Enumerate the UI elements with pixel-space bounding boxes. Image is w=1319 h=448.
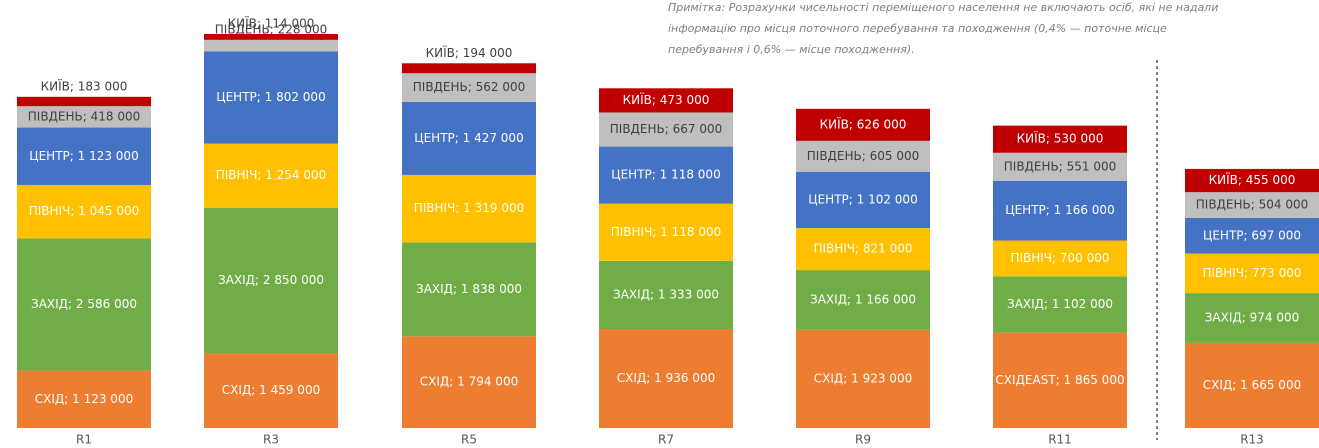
data-label: СХІДEAST; 1 865 000 [995, 373, 1124, 387]
data-label: ПІВНІЧ; 1 118 000 [611, 225, 722, 239]
bar-segment [402, 73, 536, 102]
bar-segment [796, 228, 930, 271]
bar-segment [599, 146, 733, 204]
bar-segment [17, 96, 151, 107]
data-label: ПІВНІЧ; 821 000 [813, 242, 912, 256]
bar-segment [1185, 192, 1319, 218]
x-tick-label: R5 [461, 433, 477, 447]
x-tick-label: R11 [1048, 433, 1072, 447]
bar-segment [796, 329, 930, 428]
bar-segment [17, 106, 151, 128]
data-label: СХІД; 1 936 000 [617, 371, 715, 385]
data-label: ЦЕНТР; 697 000 [1203, 228, 1301, 242]
bar-segment [599, 88, 733, 113]
x-tick-label: R1 [76, 433, 92, 447]
data-label: ПІВНІЧ; 1 254 000 [216, 168, 327, 182]
data-label: ЦЕНТР; 1 427 000 [414, 131, 523, 145]
data-label: ПІВДЕНЬ; 667 000 [610, 122, 723, 136]
bar-segment [599, 329, 733, 428]
data-label: СХІД; 1 459 000 [222, 383, 320, 397]
bar-segment [796, 108, 930, 141]
data-label: ЗАХІД; 974 000 [1205, 310, 1300, 324]
data-label: ПІВДЕНЬ; 228 000 [215, 22, 328, 36]
data-label: ПІВДЕНЬ; 418 000 [28, 109, 141, 123]
bar-segment [204, 143, 338, 208]
x-tick-label: R3 [263, 433, 279, 447]
bar-segment [17, 184, 151, 239]
data-label: ЗАХІД; 1 333 000 [613, 287, 719, 301]
bar-segment [993, 180, 1127, 241]
data-label: ЗАХІД; 1 102 000 [1007, 297, 1113, 311]
data-label: ЗАХІД; 1 838 000 [416, 282, 522, 296]
data-label: ПІВДЕНЬ; 605 000 [807, 149, 920, 163]
x-tick-label: R9 [855, 433, 871, 447]
data-label: КИЇВ; 473 000 [623, 92, 710, 107]
note: інформацію про місця поточного перебуван… [668, 22, 1167, 35]
bar-segment [599, 112, 733, 147]
data-label: ЦЕНТР; 1 118 000 [611, 168, 720, 182]
data-label: ПІВНІЧ; 1 045 000 [29, 204, 140, 218]
bar-segment [599, 203, 733, 261]
data-label: КИЇВ; 626 000 [820, 116, 907, 131]
bar-segment [993, 276, 1127, 333]
data-label: ПІВНІЧ; 773 000 [1202, 266, 1301, 280]
bar-segment [599, 260, 733, 330]
data-label: ЗАХІД; 1 166 000 [810, 292, 916, 306]
data-label: ЗАХІД; 2 586 000 [31, 297, 137, 311]
data-label: ПІВДЕНЬ; 551 000 [1004, 159, 1117, 173]
bar-segment [1185, 293, 1319, 343]
data-label: ПІВДЕНЬ; 562 000 [413, 80, 526, 94]
data-label: ЦЕНТР; 1 123 000 [29, 149, 138, 163]
bar-segment [1185, 342, 1319, 428]
data-label: КИЇВ; 455 000 [1209, 172, 1296, 187]
x-tick-label: R13 [1240, 433, 1264, 447]
bar-segment [402, 242, 536, 337]
bar-segment [204, 353, 338, 428]
data-label: ЦЕНТР; 1 802 000 [216, 90, 325, 104]
bar-segment [204, 34, 338, 40]
data-label: СХІД; 1 923 000 [814, 371, 912, 385]
data-label: СХІД; 1 794 000 [420, 375, 518, 389]
x-tick-label: R7 [658, 433, 674, 447]
bar-segment [402, 174, 536, 243]
data-label: СХІД; 1 665 000 [1203, 378, 1301, 392]
note: Примітка: Розрахунки чисельності переміщ… [668, 1, 1218, 14]
data-label: ЦЕНТР; 1 166 000 [1005, 203, 1114, 217]
bar-segment [204, 51, 338, 144]
bar-segment [1185, 168, 1319, 193]
bar-segment [17, 370, 151, 428]
bar-segment [204, 39, 338, 52]
bar-segment [796, 140, 930, 172]
data-label: КИЇВ; 183 000 [41, 78, 128, 93]
bar-segment [17, 238, 151, 371]
bar-segment [993, 152, 1127, 181]
bar-segment [402, 336, 536, 428]
bar-segment [1185, 253, 1319, 294]
data-label: ПІВНІЧ; 1 319 000 [414, 201, 525, 215]
data-label: КИЇВ; 114 000 [228, 16, 315, 31]
bar-segment [993, 125, 1127, 153]
data-label: ЦЕНТР; 1 102 000 [808, 192, 917, 206]
bar-segment [993, 240, 1127, 277]
bar-segment [796, 171, 930, 229]
data-label: ПІВНІЧ; 700 000 [1010, 251, 1109, 265]
bar-segment [17, 127, 151, 185]
bar-segment [993, 332, 1127, 428]
bar-segment [796, 270, 930, 330]
data-label: КИЇВ; 530 000 [1017, 131, 1104, 146]
bar-segment [1185, 217, 1319, 254]
data-label: СХІД; 1 123 000 [35, 392, 133, 406]
bar-segment [402, 101, 536, 175]
data-label: ЗАХІД; 2 850 000 [218, 273, 324, 287]
data-label: КИЇВ; 194 000 [426, 45, 513, 60]
data-label: ПІВДЕНЬ; 504 000 [1196, 198, 1309, 212]
note: перебування і 0,6% — місце походження). [668, 43, 915, 56]
bar-segment [204, 207, 338, 354]
bar-segment [402, 63, 536, 74]
